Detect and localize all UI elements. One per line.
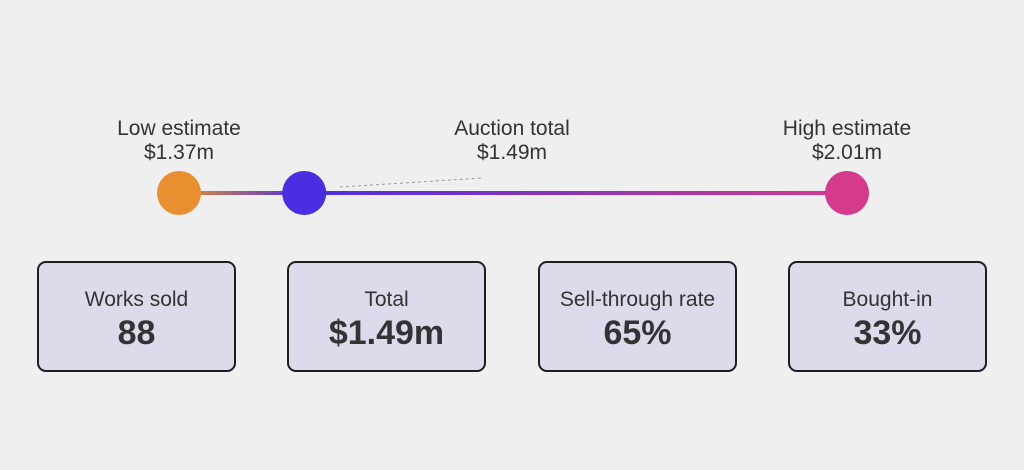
stat-card-bought-in: Bought-in 33% (788, 261, 987, 372)
stat-value: $1.49m (328, 314, 445, 352)
stat-label: Total (364, 288, 409, 311)
high-estimate-marker (825, 171, 869, 215)
stat-label: Sell-through rate (559, 288, 716, 311)
low-estimate-marker (157, 171, 201, 215)
low-estimate-value: $1.37m (143, 141, 215, 164)
stat-value: 88 (117, 314, 156, 352)
high-estimate-value: $2.01m (811, 141, 883, 164)
high-estimate-label: High estimate $2.01m (727, 117, 967, 165)
stat-label: Works sold (84, 288, 189, 311)
range-segment-total-to-high (304, 191, 847, 195)
stat-card-works-sold: Works sold 88 (37, 261, 236, 372)
auction-total-value: $1.49m (476, 141, 548, 164)
auction-total-label: Auction total $1.49m (392, 117, 632, 165)
auction-total-marker (282, 171, 327, 215)
stat-value: 65% (603, 314, 672, 352)
high-estimate-title: High estimate (782, 117, 912, 140)
range-segment-low-to-total (179, 191, 305, 195)
stat-value: 33% (853, 314, 922, 352)
stat-card-total: Total $1.49m (287, 261, 486, 372)
stat-label: Bought-in (842, 288, 933, 311)
auction-total-title: Auction total (454, 117, 570, 140)
low-estimate-title: Low estimate (117, 117, 241, 140)
auction-total-leader-line (339, 177, 483, 188)
low-estimate-label: Low estimate $1.37m (59, 117, 299, 165)
stat-card-sell-through-rate: Sell-through rate 65% (538, 261, 737, 372)
